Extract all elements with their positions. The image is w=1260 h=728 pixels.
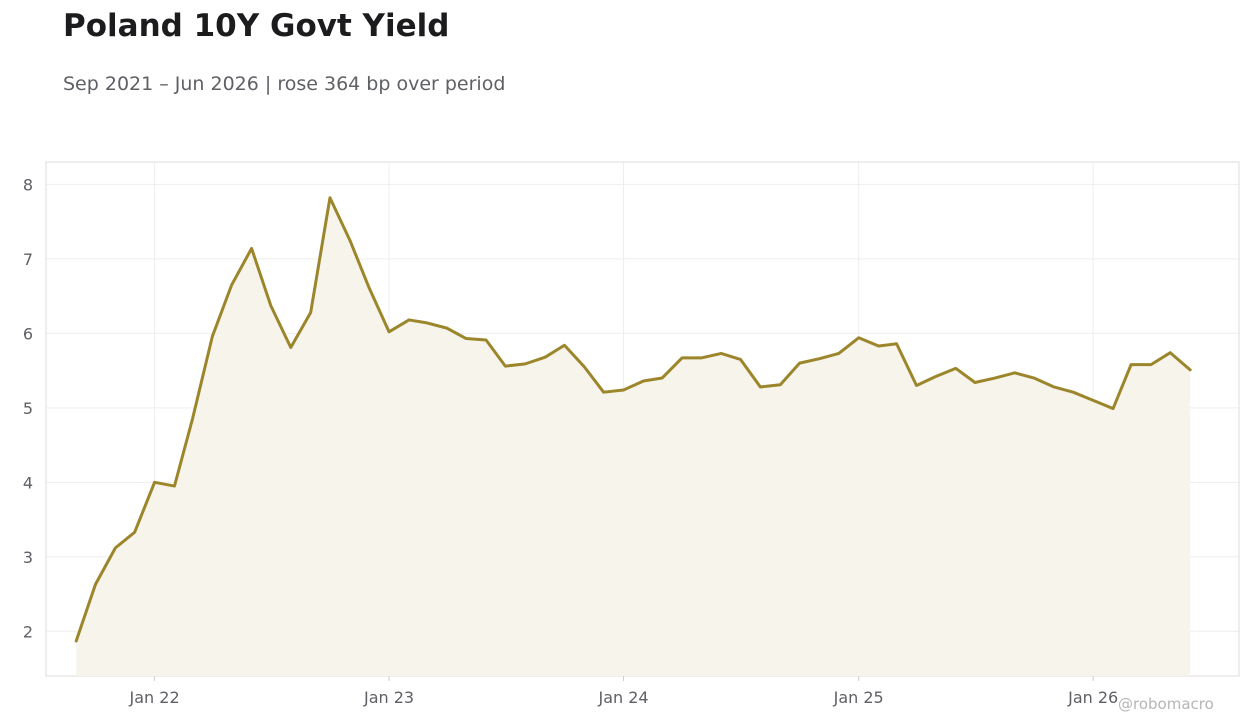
data-point bbox=[857, 336, 860, 339]
y-tick-label: 6 bbox=[23, 324, 33, 343]
x-tick-label: Jan 22 bbox=[129, 688, 180, 707]
y-tick-label: 4 bbox=[23, 473, 33, 492]
data-point bbox=[269, 304, 272, 307]
data-point bbox=[1189, 368, 1192, 371]
data-point bbox=[445, 327, 448, 330]
data-point bbox=[954, 367, 957, 370]
data-point bbox=[681, 356, 684, 359]
data-point bbox=[739, 358, 742, 361]
data-point bbox=[328, 196, 331, 199]
data-point bbox=[368, 286, 371, 289]
data-point bbox=[895, 342, 898, 345]
data-point bbox=[1013, 371, 1016, 374]
data-point bbox=[837, 352, 840, 355]
data-point bbox=[1072, 391, 1075, 394]
data-point bbox=[583, 365, 586, 368]
data-point bbox=[1169, 351, 1172, 354]
data-point bbox=[544, 356, 547, 359]
data-point bbox=[779, 383, 782, 386]
data-point bbox=[173, 485, 176, 488]
yield-area bbox=[76, 197, 1191, 676]
data-point bbox=[1112, 407, 1115, 410]
data-point bbox=[211, 335, 214, 338]
data-point bbox=[602, 391, 605, 394]
yield-line bbox=[74, 196, 1192, 643]
chart-subtitle: Sep 2021 – Jun 2026 | rose 364 bp over p… bbox=[63, 73, 506, 95]
data-point bbox=[915, 384, 918, 387]
data-point bbox=[289, 346, 292, 349]
data-point bbox=[877, 345, 880, 348]
y-tick-label: 8 bbox=[23, 175, 33, 194]
y-tick-label: 2 bbox=[23, 622, 33, 641]
data-point bbox=[114, 546, 117, 549]
y-tick-label: 3 bbox=[23, 548, 33, 567]
data-point bbox=[1092, 399, 1095, 402]
data-point bbox=[818, 357, 821, 360]
chart-title: Poland 10Y Govt Yield bbox=[63, 8, 450, 44]
data-point bbox=[465, 337, 468, 340]
data-point bbox=[661, 377, 664, 380]
data-point bbox=[425, 321, 428, 324]
data-point bbox=[798, 362, 801, 365]
data-point bbox=[993, 377, 996, 380]
x-tick-label: Jan 23 bbox=[363, 688, 414, 707]
data-point bbox=[153, 481, 156, 484]
data-point bbox=[759, 385, 762, 388]
data-point bbox=[934, 375, 937, 378]
data-point bbox=[563, 344, 566, 347]
y-tick-label: 5 bbox=[23, 399, 33, 418]
data-point bbox=[388, 330, 391, 333]
x-tick-label: Jan 26 bbox=[1067, 688, 1118, 707]
data-point bbox=[485, 339, 488, 342]
data-point bbox=[700, 356, 703, 359]
y-tick-label: 7 bbox=[23, 250, 33, 269]
data-point bbox=[622, 388, 625, 391]
data-point bbox=[348, 239, 351, 242]
data-point bbox=[1130, 363, 1133, 366]
data-point bbox=[94, 583, 97, 586]
data-point bbox=[973, 381, 976, 384]
data-point bbox=[191, 418, 194, 421]
data-point bbox=[75, 639, 78, 642]
data-point bbox=[642, 380, 645, 383]
x-tick-label: Jan 24 bbox=[597, 688, 648, 707]
data-point bbox=[1033, 377, 1036, 380]
data-point bbox=[407, 318, 410, 321]
data-point bbox=[524, 362, 527, 365]
data-point bbox=[230, 283, 233, 286]
data-point bbox=[250, 247, 253, 250]
data-point bbox=[1149, 363, 1152, 366]
data-point bbox=[1052, 385, 1055, 388]
data-point bbox=[504, 365, 507, 368]
watermark: @robomacro bbox=[1118, 695, 1214, 713]
data-point bbox=[720, 352, 723, 355]
data-point bbox=[309, 311, 312, 314]
data-point bbox=[133, 531, 136, 534]
x-tick-label: Jan 25 bbox=[833, 688, 884, 707]
